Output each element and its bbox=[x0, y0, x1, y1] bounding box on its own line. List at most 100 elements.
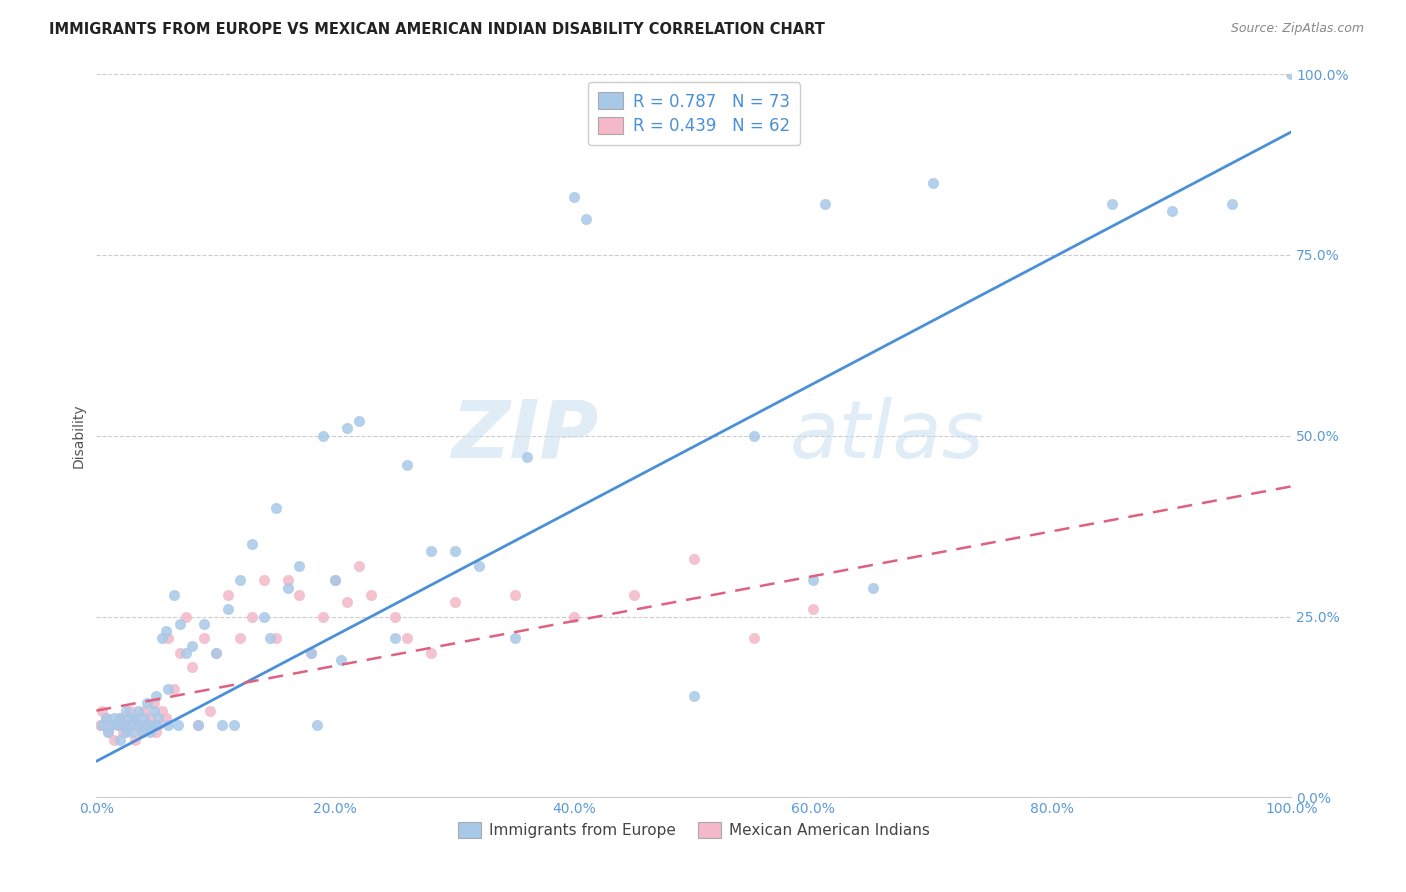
Point bbox=[145, 725, 167, 739]
Point bbox=[240, 609, 263, 624]
Legend: Immigrants from Europe, Mexican American Indians: Immigrants from Europe, Mexican American… bbox=[451, 816, 936, 844]
Point bbox=[396, 458, 419, 472]
Point bbox=[110, 732, 132, 747]
Point bbox=[139, 718, 162, 732]
Point bbox=[127, 704, 149, 718]
Point bbox=[264, 632, 287, 646]
Y-axis label: Disability: Disability bbox=[72, 403, 86, 468]
Point bbox=[288, 588, 311, 602]
Point bbox=[187, 718, 209, 732]
Point bbox=[325, 574, 347, 588]
Point bbox=[145, 689, 167, 703]
Point bbox=[336, 421, 359, 435]
Point bbox=[921, 176, 943, 190]
Point bbox=[217, 588, 239, 602]
Point bbox=[134, 711, 156, 725]
Point bbox=[150, 704, 173, 718]
Point bbox=[142, 704, 165, 718]
Point bbox=[862, 581, 884, 595]
Point bbox=[330, 653, 353, 667]
Point bbox=[193, 632, 215, 646]
Point bbox=[205, 646, 228, 660]
Text: Source: ZipAtlas.com: Source: ZipAtlas.com bbox=[1230, 22, 1364, 36]
Point bbox=[155, 624, 177, 638]
Point bbox=[623, 588, 645, 602]
Point bbox=[1279, 67, 1302, 81]
Point bbox=[134, 718, 156, 732]
Point bbox=[115, 718, 138, 732]
Point bbox=[97, 725, 120, 739]
Point bbox=[121, 725, 143, 739]
Point bbox=[115, 704, 138, 718]
Point bbox=[575, 211, 598, 226]
Point bbox=[150, 632, 173, 646]
Point bbox=[468, 558, 491, 573]
Point bbox=[503, 588, 526, 602]
Point bbox=[259, 632, 281, 646]
Point bbox=[229, 574, 252, 588]
Point bbox=[515, 450, 537, 465]
Point bbox=[312, 428, 335, 442]
Point bbox=[312, 609, 335, 624]
Point bbox=[135, 697, 157, 711]
Point bbox=[1101, 197, 1123, 211]
Point bbox=[124, 711, 146, 725]
Point bbox=[131, 725, 153, 739]
Text: atlas: atlas bbox=[789, 397, 984, 475]
Point bbox=[253, 609, 276, 624]
Point bbox=[142, 697, 165, 711]
Point bbox=[742, 428, 765, 442]
Point bbox=[91, 704, 114, 718]
Point bbox=[134, 704, 156, 718]
Point bbox=[814, 197, 837, 211]
Point bbox=[187, 718, 209, 732]
Point bbox=[124, 732, 146, 747]
Point bbox=[444, 595, 467, 609]
Point bbox=[444, 544, 467, 558]
Point bbox=[198, 704, 221, 718]
Point bbox=[174, 609, 197, 624]
Point bbox=[229, 632, 252, 646]
Point bbox=[253, 574, 276, 588]
Point bbox=[562, 609, 585, 624]
Point bbox=[89, 718, 111, 732]
Point bbox=[307, 718, 329, 732]
Point bbox=[384, 632, 406, 646]
Point bbox=[181, 639, 204, 653]
Point bbox=[205, 646, 228, 660]
Point bbox=[115, 725, 138, 739]
Point bbox=[157, 718, 180, 732]
Point bbox=[174, 646, 197, 660]
Point bbox=[121, 711, 143, 725]
Point bbox=[169, 646, 191, 660]
Text: ZIP: ZIP bbox=[451, 397, 598, 475]
Point bbox=[163, 681, 186, 696]
Point bbox=[145, 718, 167, 732]
Text: IMMIGRANTS FROM EUROPE VS MEXICAN AMERICAN INDIAN DISABILITY CORRELATION CHART: IMMIGRANTS FROM EUROPE VS MEXICAN AMERIC… bbox=[49, 22, 825, 37]
Point bbox=[148, 711, 170, 725]
Point bbox=[264, 501, 287, 516]
Point bbox=[110, 711, 132, 725]
Point bbox=[288, 558, 311, 573]
Point bbox=[742, 632, 765, 646]
Point bbox=[111, 718, 134, 732]
Point bbox=[110, 711, 132, 725]
Point bbox=[94, 711, 117, 725]
Point bbox=[163, 588, 186, 602]
Point bbox=[97, 725, 120, 739]
Point bbox=[801, 574, 824, 588]
Point bbox=[181, 660, 204, 674]
Point bbox=[801, 602, 824, 616]
Point bbox=[349, 558, 371, 573]
Point bbox=[420, 646, 443, 660]
Point bbox=[131, 725, 153, 739]
Point bbox=[240, 537, 263, 551]
Point bbox=[325, 574, 347, 588]
Point bbox=[118, 704, 141, 718]
Point bbox=[301, 646, 323, 660]
Point bbox=[121, 718, 143, 732]
Point bbox=[562, 190, 585, 204]
Point bbox=[135, 718, 157, 732]
Point bbox=[396, 632, 419, 646]
Point bbox=[111, 725, 134, 739]
